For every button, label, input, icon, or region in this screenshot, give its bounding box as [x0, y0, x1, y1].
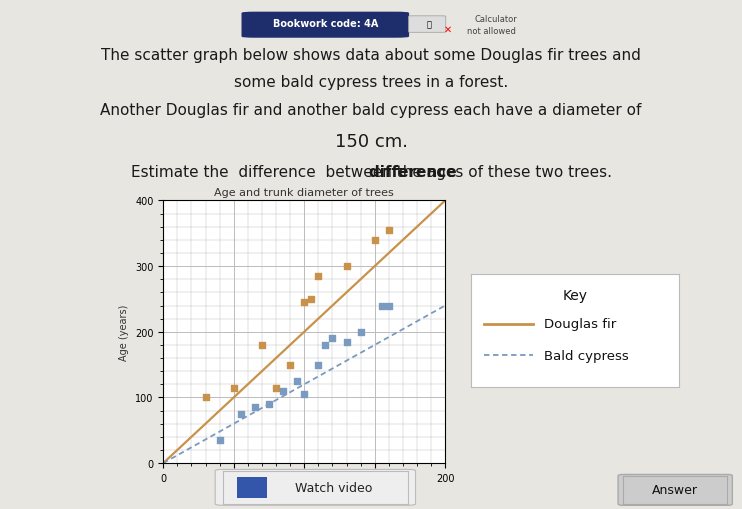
- Text: ✕: ✕: [444, 25, 452, 35]
- FancyBboxPatch shape: [618, 474, 732, 505]
- X-axis label: Trunk diameter (cm): Trunk diameter (cm): [255, 489, 354, 498]
- Text: some bald cypress trees in a forest.: some bald cypress trees in a forest.: [234, 74, 508, 90]
- Text: Bookwork code: 4A: Bookwork code: 4A: [272, 19, 378, 30]
- Text: Estimate the  difference  between the ages of these two trees.: Estimate the difference between the ages…: [131, 164, 611, 179]
- Point: [214, 436, 226, 444]
- Text: 150 cm.: 150 cm.: [335, 133, 407, 151]
- Point: [383, 302, 395, 310]
- Point: [270, 384, 282, 392]
- Text: not allowed: not allowed: [467, 27, 516, 36]
- Point: [249, 404, 261, 412]
- Bar: [237, 477, 267, 498]
- Text: 📋: 📋: [427, 20, 432, 30]
- Text: Key: Key: [562, 288, 588, 302]
- FancyBboxPatch shape: [215, 469, 416, 505]
- Point: [263, 400, 275, 408]
- Text: Answer: Answer: [652, 484, 698, 496]
- FancyBboxPatch shape: [408, 17, 446, 33]
- Point: [291, 377, 303, 385]
- Point: [278, 387, 289, 395]
- Point: [312, 272, 324, 280]
- Point: [355, 328, 367, 336]
- Point: [306, 295, 318, 303]
- Text: difference: difference: [285, 164, 457, 179]
- Point: [376, 302, 388, 310]
- Point: [341, 338, 352, 346]
- FancyBboxPatch shape: [242, 13, 408, 38]
- Point: [319, 341, 331, 349]
- Point: [369, 236, 381, 244]
- Point: [200, 393, 211, 402]
- Title: Age and trunk diameter of trees: Age and trunk diameter of trees: [214, 187, 394, 197]
- Point: [234, 410, 246, 418]
- Point: [341, 263, 352, 271]
- Point: [326, 334, 338, 343]
- Text: Douglas fir: Douglas fir: [544, 318, 616, 331]
- Point: [284, 361, 296, 369]
- Text: Watch video: Watch video: [295, 481, 372, 494]
- Text: Bald cypress: Bald cypress: [544, 349, 628, 362]
- Text: Another Douglas fir and another bald cypress each have a diameter of: Another Douglas fir and another bald cyp…: [100, 103, 642, 118]
- Point: [228, 384, 240, 392]
- Point: [298, 390, 310, 399]
- Point: [256, 341, 268, 349]
- Point: [383, 227, 395, 235]
- Point: [298, 299, 310, 307]
- Text: Calculator: Calculator: [475, 15, 518, 23]
- Point: [312, 361, 324, 369]
- Text: The scatter graph below shows data about some Douglas fir trees and: The scatter graph below shows data about…: [101, 48, 641, 63]
- Y-axis label: Age (years): Age (years): [119, 304, 129, 360]
